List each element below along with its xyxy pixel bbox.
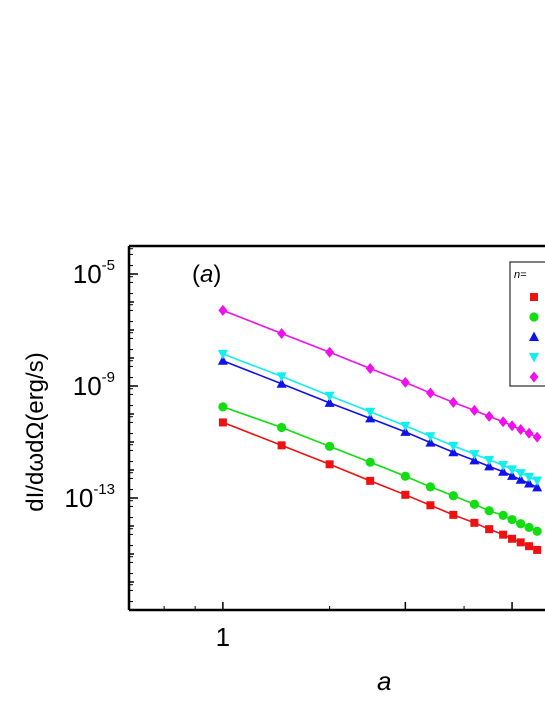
y-tick-label: 10-9 xyxy=(73,369,115,401)
data-point xyxy=(325,346,335,358)
data-point xyxy=(524,472,535,483)
data-point xyxy=(325,460,334,469)
data-point xyxy=(425,432,436,442)
series-3 xyxy=(217,355,543,492)
data-point xyxy=(469,454,480,465)
data-point xyxy=(218,418,227,427)
x-axis-title: a xyxy=(377,666,391,696)
data-point xyxy=(525,542,534,551)
data-point xyxy=(469,404,479,416)
data-point xyxy=(515,474,526,484)
data-point xyxy=(400,471,410,481)
data-point xyxy=(533,545,542,554)
legend-marker xyxy=(529,312,539,322)
data-point xyxy=(515,469,526,479)
legend: n= xyxy=(509,261,545,387)
data-point xyxy=(498,510,508,520)
data-point xyxy=(276,378,287,388)
data-point xyxy=(507,514,517,525)
data-point xyxy=(499,530,508,539)
series-5 xyxy=(218,304,542,443)
y-tick-label: 10-5 xyxy=(73,257,115,289)
data-point xyxy=(324,391,335,402)
data-point xyxy=(469,450,480,460)
data-point xyxy=(532,431,542,443)
data-point xyxy=(400,421,411,432)
data-point xyxy=(484,455,495,466)
data-point xyxy=(516,538,525,547)
data-point xyxy=(484,506,494,516)
legend-box xyxy=(509,261,545,387)
series-2 xyxy=(218,402,542,536)
data-point xyxy=(277,441,286,450)
legend-marker xyxy=(529,353,539,363)
data-point xyxy=(498,461,509,471)
data-point xyxy=(324,397,335,407)
data-point xyxy=(217,355,228,365)
data-point xyxy=(532,476,543,487)
data-point xyxy=(484,460,495,471)
legend-title: n= xyxy=(514,269,527,281)
data-point xyxy=(425,387,435,399)
y-axis-title: dI/dωdΩ(erg/s) xyxy=(22,352,49,511)
data-point xyxy=(277,422,287,433)
data-point xyxy=(498,466,509,476)
data-point xyxy=(532,481,543,492)
data-point xyxy=(365,457,375,467)
data-point xyxy=(498,416,508,428)
data-point xyxy=(365,412,376,423)
data-point xyxy=(448,396,458,408)
data-point xyxy=(425,437,436,447)
plot-frame xyxy=(127,244,545,612)
legend-marker xyxy=(529,371,539,383)
data-point xyxy=(325,441,335,451)
data-point xyxy=(448,491,458,501)
panel-label: (a) xyxy=(192,261,221,288)
data-point xyxy=(425,482,436,492)
series-4 xyxy=(217,349,543,487)
series-layer xyxy=(217,304,543,554)
data-point xyxy=(485,525,494,534)
data-point xyxy=(218,304,228,316)
data-point xyxy=(532,526,542,536)
legend-marker xyxy=(529,331,539,341)
series-1 xyxy=(218,418,542,554)
data-point xyxy=(524,522,534,533)
data-point xyxy=(366,476,375,485)
data-point xyxy=(448,446,459,457)
x-tick-label: 1 xyxy=(216,622,230,652)
data-point xyxy=(400,376,410,388)
data-point xyxy=(276,372,287,382)
data-point xyxy=(426,501,435,510)
data-point xyxy=(401,490,410,499)
data-point xyxy=(507,420,517,432)
data-point xyxy=(365,363,375,375)
data-point xyxy=(507,465,518,475)
data-point xyxy=(448,441,459,452)
data-point xyxy=(516,519,526,529)
data-point xyxy=(469,499,479,509)
legend-marker xyxy=(530,293,538,301)
data-point xyxy=(508,534,517,543)
data-point xyxy=(277,327,287,339)
data-point xyxy=(449,510,458,519)
data-point xyxy=(507,470,518,480)
data-point xyxy=(524,477,535,488)
ticks-layer: 10-5 10-9 10-13 1 xyxy=(64,245,513,652)
data-point xyxy=(524,427,534,439)
data-point xyxy=(484,410,494,422)
data-point xyxy=(516,423,526,435)
data-point xyxy=(365,407,376,418)
y-tick-label: 10-13 xyxy=(64,481,115,513)
data-point xyxy=(470,518,479,527)
data-point xyxy=(217,349,228,360)
data-point xyxy=(218,402,228,412)
